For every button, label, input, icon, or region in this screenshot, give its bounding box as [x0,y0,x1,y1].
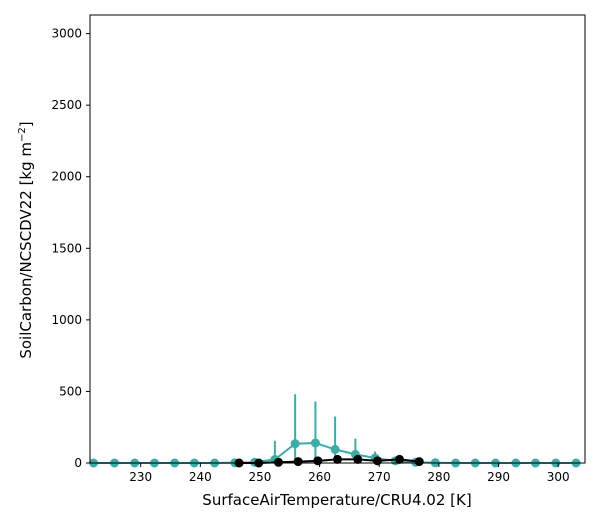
x-tick-label: 260 [308,470,331,484]
data-point [293,457,303,467]
x-axis-label: SurfaceAirTemperature/CRU4.02 [K] [202,491,471,509]
y-axis: 0 500 1000 1500 2000 2500 3000 [51,27,90,470]
x-tick-label: 230 [129,470,152,484]
x-tick-label: 240 [189,470,212,484]
plot-frame [89,14,586,464]
data-point [353,454,363,464]
data-point [313,456,323,466]
y-axis-label-exponent: −2 [17,127,28,142]
y-tick-label: 3000 [51,27,82,41]
data-point [372,456,382,466]
x-tick-label: 270 [368,470,391,484]
y-axis-label: SoilCarbon/NCSCDV22 [kg m−2] [17,121,35,358]
y-tick-label: 0 [74,456,82,470]
y-axis-label-text: SoilCarbon/NCSCDV22 [kg m [17,142,35,359]
y-tick-label: 2500 [51,98,82,112]
y-tick-label: 500 [59,384,82,398]
data-point [290,439,300,449]
data-point [273,457,283,467]
y-tick-label: 1500 [51,241,82,255]
x-tick-label: 280 [427,470,450,484]
data-point [330,444,340,454]
y-tick-label: 2000 [51,170,82,184]
data-point [333,454,342,464]
y-tick-label: 1000 [51,313,82,327]
x-tick-label: 300 [547,470,570,484]
x-tick-label: 290 [487,470,510,484]
data-point [395,454,405,464]
x-tick-label: 250 [249,470,272,484]
data-point [310,438,320,448]
y-axis-label-close: ] [17,121,35,127]
data-point [414,457,424,467]
x-axis: 230 240 250 260 270 280 290 300 [129,463,570,484]
